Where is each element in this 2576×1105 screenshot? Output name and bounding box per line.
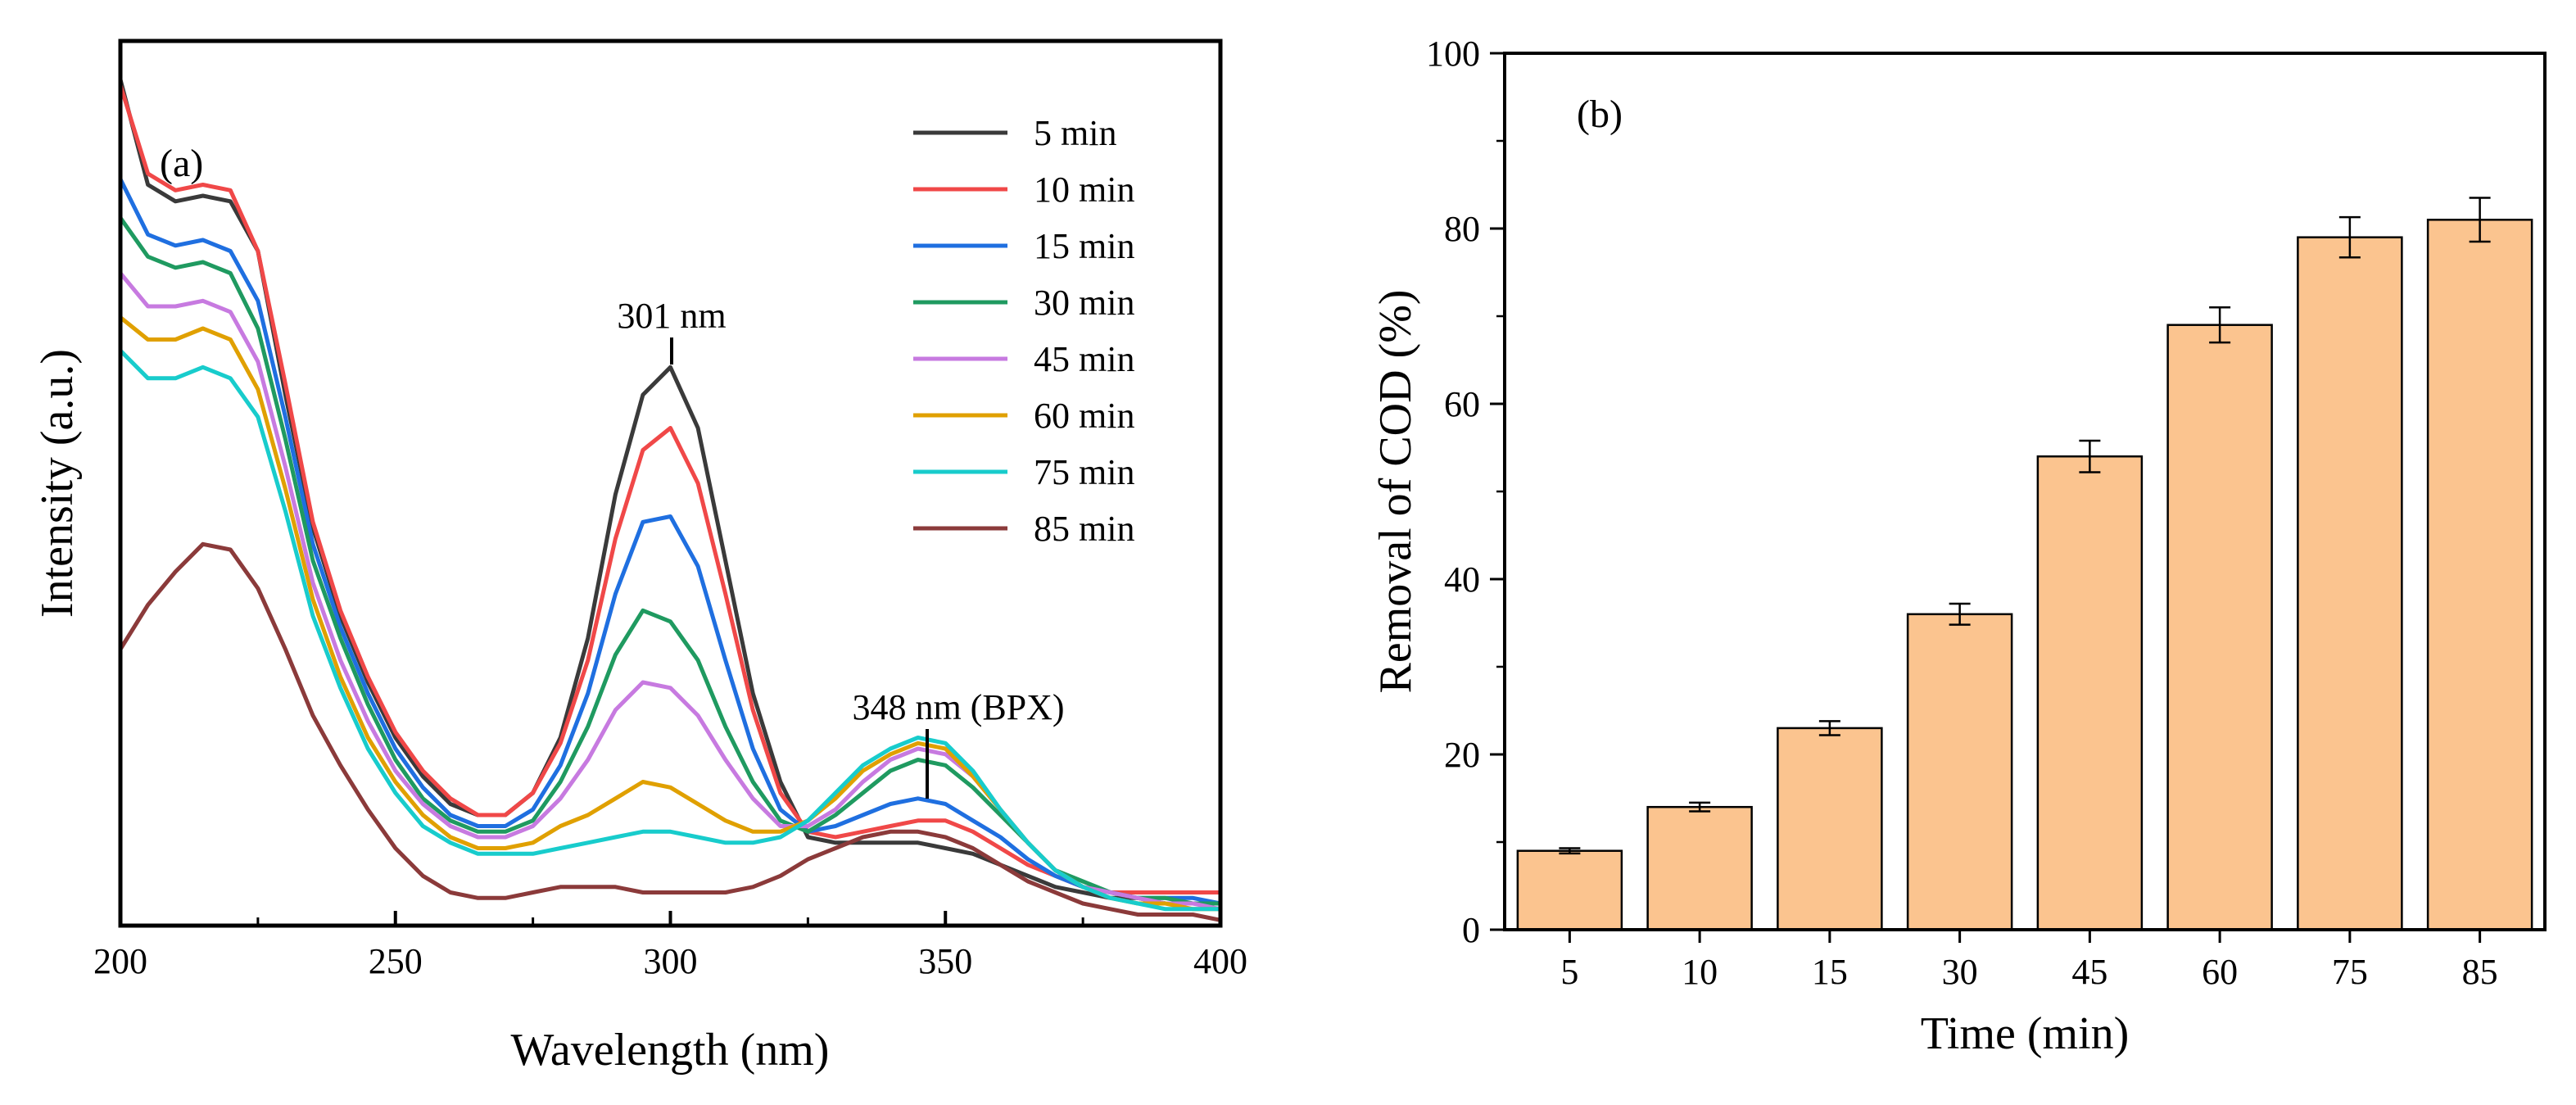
series-line-75-min bbox=[119, 349, 1220, 912]
y-tick-label: 60 bbox=[1444, 384, 1480, 424]
bar-60-min bbox=[2166, 324, 2273, 931]
annotation-301nm: 301 nm bbox=[617, 296, 726, 336]
panel-a-y-axis-title: Intensity (a.u.) bbox=[32, 349, 83, 618]
spectra-lines-group bbox=[118, 79, 1221, 922]
y-tick-label: 40 bbox=[1444, 559, 1480, 600]
panel-a-label: (a) bbox=[160, 142, 203, 185]
legend-label: 60 min bbox=[1034, 396, 1134, 436]
legend-label: 5 min bbox=[1034, 113, 1116, 153]
legend-label: 85 min bbox=[1034, 509, 1134, 549]
legend-label: 45 min bbox=[1034, 339, 1134, 379]
legend-label: 30 min bbox=[1034, 283, 1134, 323]
x-tick-label: 85 bbox=[2462, 952, 2498, 992]
legend-label: 75 min bbox=[1034, 452, 1134, 492]
x-tick-label: 15 bbox=[1812, 952, 1848, 992]
x-tick-label: 30 bbox=[1942, 952, 1978, 992]
y-tick-label: 80 bbox=[1444, 209, 1480, 249]
x-tick-label: 75 bbox=[2332, 952, 2368, 992]
cod-bars-group bbox=[1516, 197, 2533, 931]
series-line-85-min bbox=[118, 541, 1221, 922]
panel-b-label: (b) bbox=[1577, 93, 1623, 136]
legend-label: 15 min bbox=[1034, 226, 1134, 266]
x-tick-label: 45 bbox=[2071, 952, 2107, 992]
x-tick-label: 300 bbox=[644, 941, 698, 981]
legend-label: 10 min bbox=[1034, 170, 1134, 210]
panel-b-ticks: 5 10 15 30 45 60 75 85 0 20 40 60 80 100 bbox=[1426, 34, 2498, 992]
x-tick-label: 5 bbox=[1560, 952, 1578, 992]
x-tick-label: 10 bbox=[1682, 952, 1718, 992]
bar-10-min bbox=[1646, 805, 1753, 931]
series-line-15-min bbox=[118, 178, 1221, 906]
y-tick-label: 100 bbox=[1426, 34, 1480, 74]
panel-b-cod-bar-chart: 5 10 15 30 45 60 75 85 0 20 40 60 80 100 (b) Time (mi… bbox=[1370, 34, 2547, 1059]
y-tick-label: 0 bbox=[1462, 910, 1480, 950]
annotation-348nm: 348 nm (BPX) bbox=[852, 687, 1064, 727]
legend: 5 min 10 min 15 min 30 min 45 min 60 min 75 mi… bbox=[913, 113, 1134, 549]
x-tick-label: 400 bbox=[1193, 941, 1247, 981]
bar-85-min bbox=[2426, 219, 2533, 931]
bar-45-min bbox=[2036, 455, 2144, 931]
x-tick-label: 200 bbox=[93, 941, 147, 981]
x-tick-label: 250 bbox=[369, 941, 423, 981]
panel-a-x-axis-title: Wavelength (nm) bbox=[511, 1025, 830, 1076]
panel-b-x-axis-title: Time (min) bbox=[1921, 1008, 2130, 1059]
y-tick-label: 20 bbox=[1444, 735, 1480, 775]
bar-30-min bbox=[1906, 613, 2013, 931]
panel-b-y-axis-title: Removal of COD (%) bbox=[1370, 289, 1421, 693]
panel-a-x-ticks: 200 250 300 350 400 bbox=[93, 911, 1247, 981]
x-tick-label: 350 bbox=[918, 941, 972, 981]
bar-15-min bbox=[1777, 727, 1883, 931]
panel-a-spectra-chart: 200 250 300 350 400 (a) 301 nm 348 nm (BPX) … bbox=[32, 38, 1247, 1076]
bar-75-min bbox=[2297, 236, 2403, 931]
bar-5-min bbox=[1516, 849, 1623, 931]
series-line-10-min bbox=[118, 84, 1220, 894]
x-tick-label: 60 bbox=[2202, 952, 2238, 992]
